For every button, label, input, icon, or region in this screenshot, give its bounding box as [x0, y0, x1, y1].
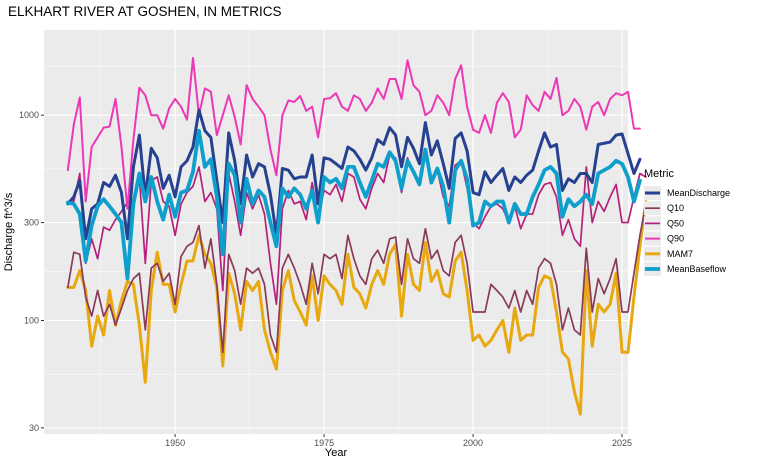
series-line-q90: [66, 56, 641, 210]
legend-label-mam7: MAM7: [667, 249, 693, 259]
y-tick-label: 100: [24, 315, 39, 325]
legend-title: Metric: [644, 168, 674, 180]
legend-label-q50: Q50: [667, 218, 684, 228]
plot-panel: [44, 30, 628, 434]
x-tick-label: 1975: [314, 438, 334, 448]
series-line-q10: [66, 203, 647, 354]
y-axis: 30 100 300 1000: [19, 110, 44, 433]
legend: Metric MeanDischarge Q10 Q50 Q90 MAM7 MeanBas…: [644, 168, 730, 276]
y-tick-label: 30: [29, 423, 39, 433]
y-tick-label: 1000: [19, 110, 39, 120]
series-line-meandischarge: [66, 108, 642, 241]
series-line-q50: [66, 152, 647, 306]
series-line-mam7: [66, 199, 648, 416]
legend-label-meandischarge: MeanDischarge: [667, 188, 730, 198]
series-lines: [65, 56, 648, 416]
x-tick-label: 1950: [165, 438, 185, 448]
major-grid: [44, 30, 628, 434]
legend-label-q90: Q90: [667, 234, 684, 244]
minor-grid: [44, 30, 628, 434]
y-axis-title: Discharge ft^3/s: [3, 192, 15, 271]
legend-label-meanbaseflow: MeanBaseflow: [667, 264, 727, 274]
x-axis-title: Year: [325, 447, 348, 459]
x-tick-label: 2025: [612, 438, 632, 448]
x-tick-label: 2000: [463, 438, 483, 448]
legend-label-q10: Q10: [667, 203, 684, 213]
series-line-meanbaseflow: [65, 128, 642, 281]
chart-title: ELKHART RIVER AT GOSHEN, IN METRICS: [8, 4, 282, 19]
x-axis: 1950 1975 2000 2025: [165, 434, 632, 448]
y-tick-label: 300: [24, 218, 39, 228]
